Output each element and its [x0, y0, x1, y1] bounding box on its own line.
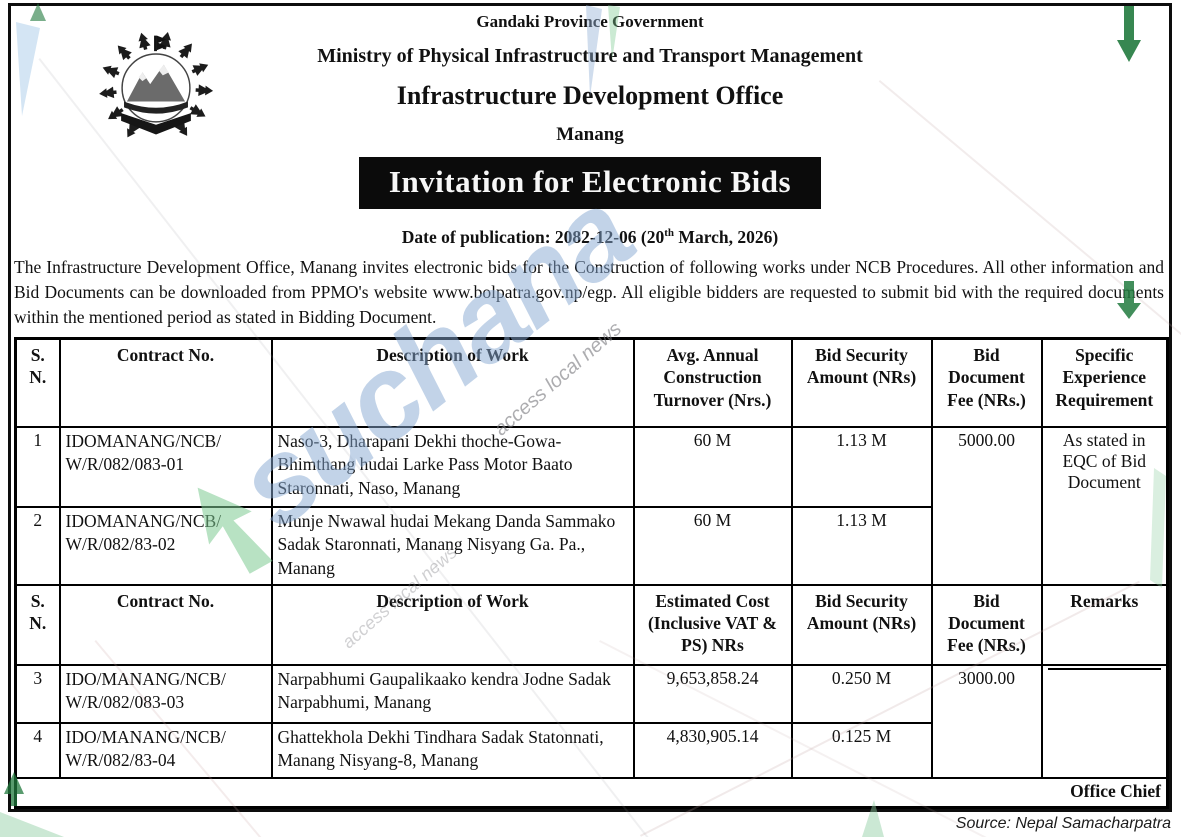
- office-name: Infrastructure Development Office: [396, 81, 784, 110]
- contract-line2: W/R/082/083-01: [65, 454, 185, 475]
- cell-contract-no: IDO/MANANG/NCB/W/R/082/083-03: [58, 663, 273, 724]
- col-turnover: Avg. Annual Construction Turnover (Nrs.): [632, 337, 793, 428]
- col-remarks: Remarks: [1040, 583, 1169, 666]
- intro-paragraph: The Infrastructure Development Office, M…: [14, 257, 1164, 328]
- cell-turnover: 60 M: [632, 425, 793, 508]
- publication-date-ordinal: th: [664, 227, 675, 240]
- cell-description: Munje Nwawal hudai Mekang Danda Sammako …: [270, 505, 635, 586]
- col-sn-line2: N.: [29, 367, 47, 388]
- table-row: 4 IDO/MANANG/NCB/W/R/082/83-04 Ghattekho…: [14, 721, 1168, 779]
- cell-sn: 4: [14, 721, 61, 779]
- contract-line2: W/R/082/83-02: [65, 534, 176, 555]
- contract-line1: IDOMANANG/NCB/: [65, 510, 222, 531]
- cell-security: 1.13 M: [790, 505, 933, 586]
- col-fee: Bid Document Fee (NRs.): [930, 583, 1043, 666]
- col-sn-line2: N.: [29, 612, 47, 633]
- cell-estimated-cost: 4,830,905.14: [632, 721, 793, 779]
- contract-line1: IDO/MANANG/NCB/: [65, 726, 226, 747]
- col-sn-line1: S.: [30, 590, 45, 611]
- cell-turnover: 60 M: [632, 505, 793, 586]
- col-estimated-cost: Estimated Cost (Inclusive VAT & PS) NRs: [632, 583, 793, 666]
- cell-contract-no: IDOMANANG/NCB/W/R/082/83-02: [58, 505, 273, 586]
- cell-description: Ghattekhola Dekhi Tindhara Sadak Statonn…: [270, 721, 635, 779]
- col-description: Description of Work: [270, 337, 635, 428]
- cell-contract-no: IDOMANANG/NCB/W/R/082/083-01: [58, 425, 273, 508]
- col-specific-experience: Specific Experience Requirement: [1040, 337, 1169, 428]
- cell-specific-experience: As stated in EQC of Bid Document: [1040, 425, 1169, 586]
- contract-line2: W/R/082/83-04: [65, 750, 176, 771]
- cell-contract-no: IDO/MANANG/NCB/W/R/082/83-04: [58, 721, 273, 779]
- col-contract: Contract No.: [58, 337, 273, 428]
- publication-date: Date of publication: 2082-12-06 (20th Ma…: [8, 227, 1172, 248]
- ministry-name: Ministry of Physical Infrastructure and …: [317, 45, 863, 67]
- contract-line1: IDOMANANG/NCB/: [65, 430, 222, 451]
- office-chief-signature: Office Chief: [14, 776, 1169, 809]
- col-sn: S. N.: [14, 337, 61, 428]
- cell-description: Narpabhumi Gaupalikaako kendra Jodne Sad…: [270, 663, 635, 724]
- publication-date-suffix: March, 2026): [674, 227, 779, 247]
- table-header-row-2: S. N. Contract No. Description of Work Es…: [14, 583, 1169, 666]
- cell-sn: 3: [14, 663, 61, 724]
- table-header-row-1: S. N. Contract No. Description of Work Av…: [14, 337, 1169, 428]
- publication-date-prefix: Date of publication: 2082-12-06 (20: [401, 227, 665, 247]
- province-name: Gandaki Province Government: [476, 12, 704, 31]
- col-sn-line1: S.: [30, 345, 45, 365]
- col-description: Description of Work: [270, 583, 635, 666]
- notice-title-banner: Invitation for Electronic Bids: [358, 157, 822, 209]
- signature-row: Office Chief: [14, 776, 1169, 809]
- document-border: [8, 3, 1172, 812]
- table-row: 1 IDOMANANG/NCB/W/R/082/083-01 Naso-3, D…: [14, 425, 1169, 586]
- bids-table: S. N. Contract No. Description of Work Av…: [14, 337, 1169, 809]
- cell-bid-document-fee: 3000.00: [930, 663, 1043, 779]
- cell-description: Naso-3, Dharapani Dekhi thoche-Gowa-Bhim…: [270, 425, 635, 508]
- cell-bid-document-fee: 5000.00: [930, 425, 1043, 586]
- cell-remarks: [1040, 663, 1169, 779]
- col-contract: Contract No.: [58, 583, 273, 666]
- col-sn: S. N.: [14, 583, 61, 666]
- col-security: Bid Security Amount (NRs): [790, 337, 933, 428]
- remarks-empty-top: [1047, 667, 1161, 670]
- cell-security: 0.250 M: [790, 663, 933, 724]
- table-row: 2 IDOMANANG/NCB/W/R/082/83-02 Munje Nwaw…: [14, 505, 1168, 586]
- cell-estimated-cost: 9,653,858.24: [632, 663, 793, 724]
- banner-row: Invitation for Electronic Bids: [8, 157, 1172, 209]
- cell-sn: 2: [14, 505, 61, 586]
- source-credit: Source: Nepal Samacharpatra: [955, 815, 1171, 832]
- contract-line2: W/R/082/083-03: [65, 692, 185, 713]
- cell-security: 1.13 M: [790, 425, 933, 508]
- contract-line1: IDO/MANANG/NCB/: [65, 668, 226, 689]
- cell-security: 0.125 M: [790, 721, 933, 779]
- cell-sn: 1: [14, 425, 61, 508]
- table-row: 3 IDO/MANANG/NCB/W/R/082/083-03 Narpabhu…: [14, 663, 1169, 779]
- col-fee: Bid Document Fee (NRs.): [930, 337, 1043, 428]
- col-security: Bid Security Amount (NRs): [790, 583, 933, 666]
- district-name: Manang: [556, 124, 624, 145]
